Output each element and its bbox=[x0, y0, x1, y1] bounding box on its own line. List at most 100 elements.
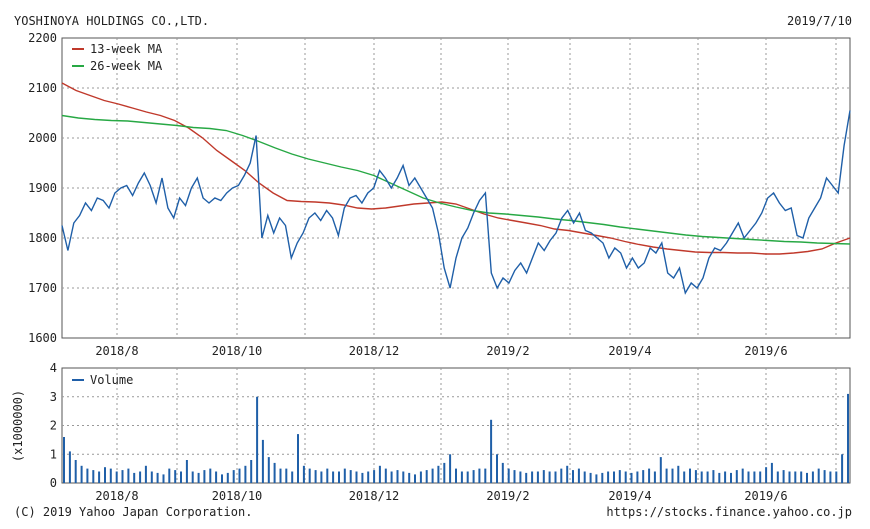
volume-bar bbox=[653, 471, 656, 483]
volume-bar bbox=[460, 471, 463, 483]
x-tick-label: 2019/2 bbox=[486, 489, 529, 503]
volume-bar bbox=[373, 470, 376, 483]
x-tick-label: 2018/8 bbox=[95, 344, 138, 358]
volume-bar bbox=[297, 434, 299, 483]
volume-bar bbox=[671, 468, 674, 483]
volume-bar bbox=[197, 472, 200, 483]
volume-bar bbox=[730, 472, 732, 483]
volume-bar bbox=[847, 393, 849, 483]
volume-bar bbox=[718, 472, 721, 483]
volume-bar bbox=[630, 472, 633, 483]
volume-bar bbox=[741, 468, 744, 483]
volume-bar bbox=[203, 470, 206, 483]
volume-bar bbox=[507, 468, 510, 483]
volume-bar bbox=[191, 471, 194, 483]
volume-bar bbox=[80, 465, 83, 484]
y-tick-label: 1600 bbox=[28, 331, 57, 345]
volume-bar bbox=[613, 471, 615, 483]
volume-bar bbox=[548, 471, 551, 483]
volume-bar bbox=[267, 457, 270, 483]
volume-bar bbox=[384, 468, 387, 483]
x-tick-label: 2019/6 bbox=[744, 344, 787, 358]
volume-bar bbox=[63, 437, 65, 483]
volume-bar bbox=[455, 468, 457, 483]
volume-bar bbox=[747, 471, 750, 483]
volume-bar bbox=[753, 471, 756, 483]
volume-bar bbox=[156, 472, 159, 483]
volume-bar bbox=[496, 454, 498, 484]
x-tick-label: 2019/4 bbox=[608, 344, 651, 358]
volume-bar bbox=[150, 471, 153, 483]
volume-bar bbox=[531, 471, 534, 483]
volume-bar bbox=[402, 471, 405, 483]
volume-bar bbox=[308, 468, 311, 483]
volume-bar bbox=[414, 474, 416, 483]
volume-bar bbox=[806, 472, 808, 483]
volume-bar bbox=[338, 471, 340, 483]
y-tick-label: 1800 bbox=[28, 231, 57, 245]
volume-bar bbox=[583, 471, 586, 483]
volume-bar bbox=[261, 439, 264, 483]
volume-bar bbox=[302, 465, 305, 484]
volume-bar bbox=[168, 468, 171, 483]
volume-bar bbox=[829, 471, 832, 483]
volume-bar bbox=[256, 396, 259, 484]
volume-bar bbox=[437, 465, 440, 484]
volume-bar bbox=[121, 470, 124, 483]
volume-bar bbox=[361, 472, 364, 483]
volume-bar bbox=[525, 472, 528, 483]
volume-bar bbox=[601, 472, 604, 483]
volume-bar bbox=[244, 465, 247, 484]
volume-bar bbox=[139, 471, 142, 483]
volume-bar bbox=[92, 470, 95, 483]
volume-bar bbox=[659, 457, 662, 483]
volume-bar bbox=[349, 470, 352, 483]
volume-bar bbox=[343, 468, 346, 483]
x-tick-label: 2019/6 bbox=[744, 489, 787, 503]
volume-bar bbox=[835, 471, 838, 483]
volume-bar bbox=[478, 468, 481, 483]
volume-bar bbox=[449, 454, 452, 484]
volume-bar bbox=[759, 471, 762, 483]
y-tick-label: 2100 bbox=[28, 81, 57, 95]
volume-bar bbox=[425, 470, 428, 483]
volume-bar bbox=[472, 470, 475, 483]
volume-bar bbox=[765, 467, 768, 483]
volume-bar bbox=[98, 471, 101, 483]
volume-bar bbox=[501, 462, 504, 483]
volume-bar bbox=[677, 465, 680, 484]
volume-bar bbox=[782, 470, 785, 483]
x-tick-label: 2018/12 bbox=[349, 489, 400, 503]
volume-bar bbox=[104, 467, 106, 483]
volume-bar bbox=[466, 471, 469, 483]
volume-bar bbox=[607, 471, 610, 483]
source-url[interactable]: https://stocks.finance.yahoo.co.jp bbox=[606, 505, 852, 519]
volume-bar bbox=[823, 470, 826, 483]
volume-bar bbox=[665, 468, 668, 483]
y-tick-label: 3 bbox=[50, 390, 57, 404]
volume-bar bbox=[326, 468, 329, 483]
volume-bar bbox=[800, 471, 803, 483]
plot-frame-0 bbox=[61, 37, 851, 339]
volume-bar bbox=[226, 472, 229, 483]
volume-bar bbox=[817, 468, 820, 483]
legend-label-volume: Volume bbox=[90, 373, 133, 387]
volume-bar bbox=[232, 470, 235, 483]
x-tick-label: 2018/8 bbox=[95, 489, 138, 503]
legend-label-ma26: 26-week MA bbox=[90, 59, 163, 73]
volume-bar bbox=[68, 451, 71, 483]
volume-bar bbox=[209, 468, 212, 483]
volume-bar bbox=[332, 471, 335, 483]
volume-bar bbox=[484, 468, 487, 483]
company-title: YOSHINOYA HOLDINGS CO.,LTD. bbox=[14, 14, 210, 28]
volume-bar bbox=[724, 471, 727, 483]
volume-bar bbox=[74, 460, 77, 483]
volume-bar bbox=[378, 465, 381, 484]
volume-bar bbox=[115, 471, 118, 483]
volume-bar bbox=[443, 462, 446, 483]
volume-bar bbox=[794, 471, 797, 483]
plot-frame-1 bbox=[61, 367, 851, 484]
price-line bbox=[61, 110, 851, 295]
y-tick-label: 4 bbox=[50, 361, 57, 375]
